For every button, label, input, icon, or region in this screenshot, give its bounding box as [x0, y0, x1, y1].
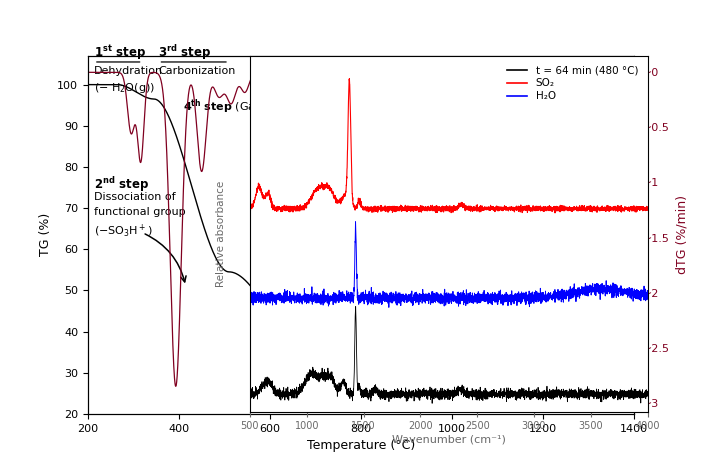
- Legend: t = 64 min (480 °C), SO₂, H₂O: t = 64 min (480 °C), SO₂, H₂O: [503, 61, 643, 106]
- X-axis label: Wavenumber (cm⁻¹): Wavenumber (cm⁻¹): [392, 434, 505, 444]
- Text: ($-$ H$_2$O(g)): ($-$ H$_2$O(g)): [94, 81, 155, 95]
- Text: $\mathbf{1^{st}}$ $\mathbf{step}$: $\mathbf{1^{st}}$ $\mathbf{step}$: [94, 43, 146, 62]
- X-axis label: Temperature (°C): Temperature (°C): [307, 439, 415, 452]
- Text: $\mathbf{4^{th}}$ $\mathbf{step}$ (Gasification of Organics): $\mathbf{4^{th}}$ $\mathbf{step}$ (Gasif…: [184, 97, 378, 116]
- Y-axis label: TG (%): TG (%): [39, 213, 51, 257]
- Text: $\mathbf{2^{nd}}$ $\mathbf{step}$: $\mathbf{2^{nd}}$ $\mathbf{step}$: [94, 175, 149, 194]
- Text: Dehydration: Dehydration: [94, 66, 163, 76]
- Text: Relative absorbance: Relative absorbance: [216, 180, 226, 287]
- Y-axis label: dTG (%/min): dTG (%/min): [676, 195, 689, 274]
- Text: $\mathbf{3^{rd}}$ $\mathbf{step}$: $\mathbf{3^{rd}}$ $\mathbf{step}$: [158, 43, 212, 62]
- Text: Carbonization: Carbonization: [158, 66, 236, 76]
- Text: Dissociation of: Dissociation of: [94, 192, 175, 202]
- Text: ($-$SO$_3$H$^+$): ($-$SO$_3$H$^+$): [94, 222, 153, 239]
- Text: functional group: functional group: [94, 207, 186, 217]
